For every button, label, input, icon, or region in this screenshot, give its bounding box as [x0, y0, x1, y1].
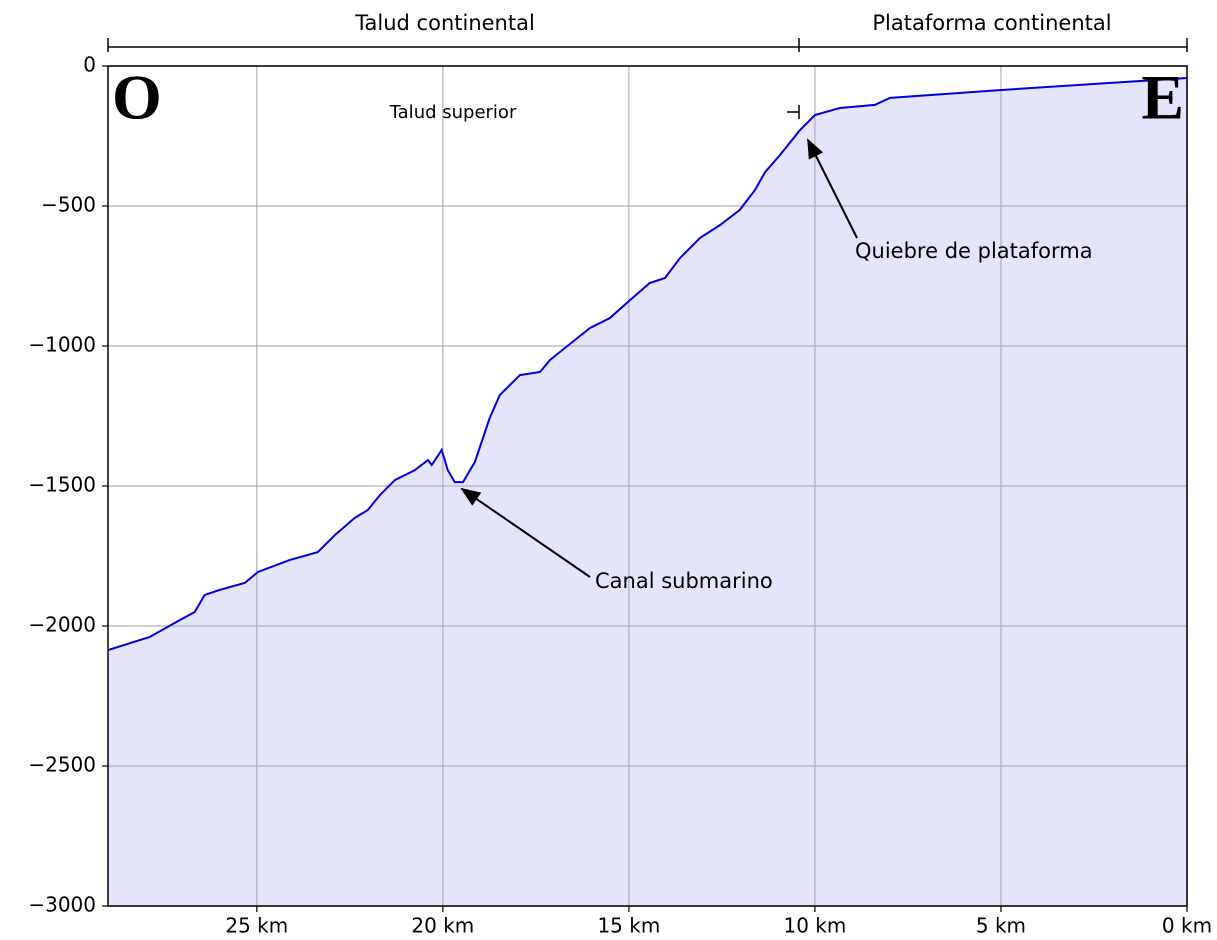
annotation: Canal submarino: [595, 569, 773, 593]
region-label: Plataforma continental: [872, 11, 1111, 35]
x-tick-label: 20 km: [411, 914, 474, 938]
plot-area: 25 km 20 km 15 km 10 km 5 km 0 km −3000 −2500 −2…: [28, 53, 1212, 938]
west-label: O: [112, 62, 162, 133]
profile-line: [107, 77, 1188, 652]
y-tick-label: −2500: [28, 753, 96, 777]
y-tick-label: −1500: [28, 473, 96, 497]
upper-slope-marker: [787, 105, 800, 119]
annotation-arrow: [460, 487, 591, 578]
y-tick-label: 0: [83, 53, 96, 77]
x-tick-label: 10 km: [783, 914, 846, 938]
y-tick-label: −1000: [28, 333, 96, 357]
annotation: Talud superior: [389, 102, 517, 123]
x-tick-label: 25 km: [225, 914, 288, 938]
area-fill: [108, 78, 1187, 906]
x-tick-label: 15 km: [597, 914, 660, 938]
x-tick-label: 5 km: [976, 914, 1026, 938]
y-tick-label: −3000: [28, 893, 96, 917]
annotation: Quiebre de plataforma: [855, 239, 1093, 263]
annotation-arrow: [807, 138, 858, 239]
x-tick-label: 0 km: [1162, 914, 1212, 938]
region-brackets: [107, 38, 1188, 52]
y-tick-label: −500: [41, 193, 96, 217]
region-label: Talud continental: [354, 11, 535, 35]
y-tick-label: −2000: [28, 613, 96, 637]
plot-frame: [107, 65, 1188, 907]
east-label: E: [1141, 62, 1184, 133]
